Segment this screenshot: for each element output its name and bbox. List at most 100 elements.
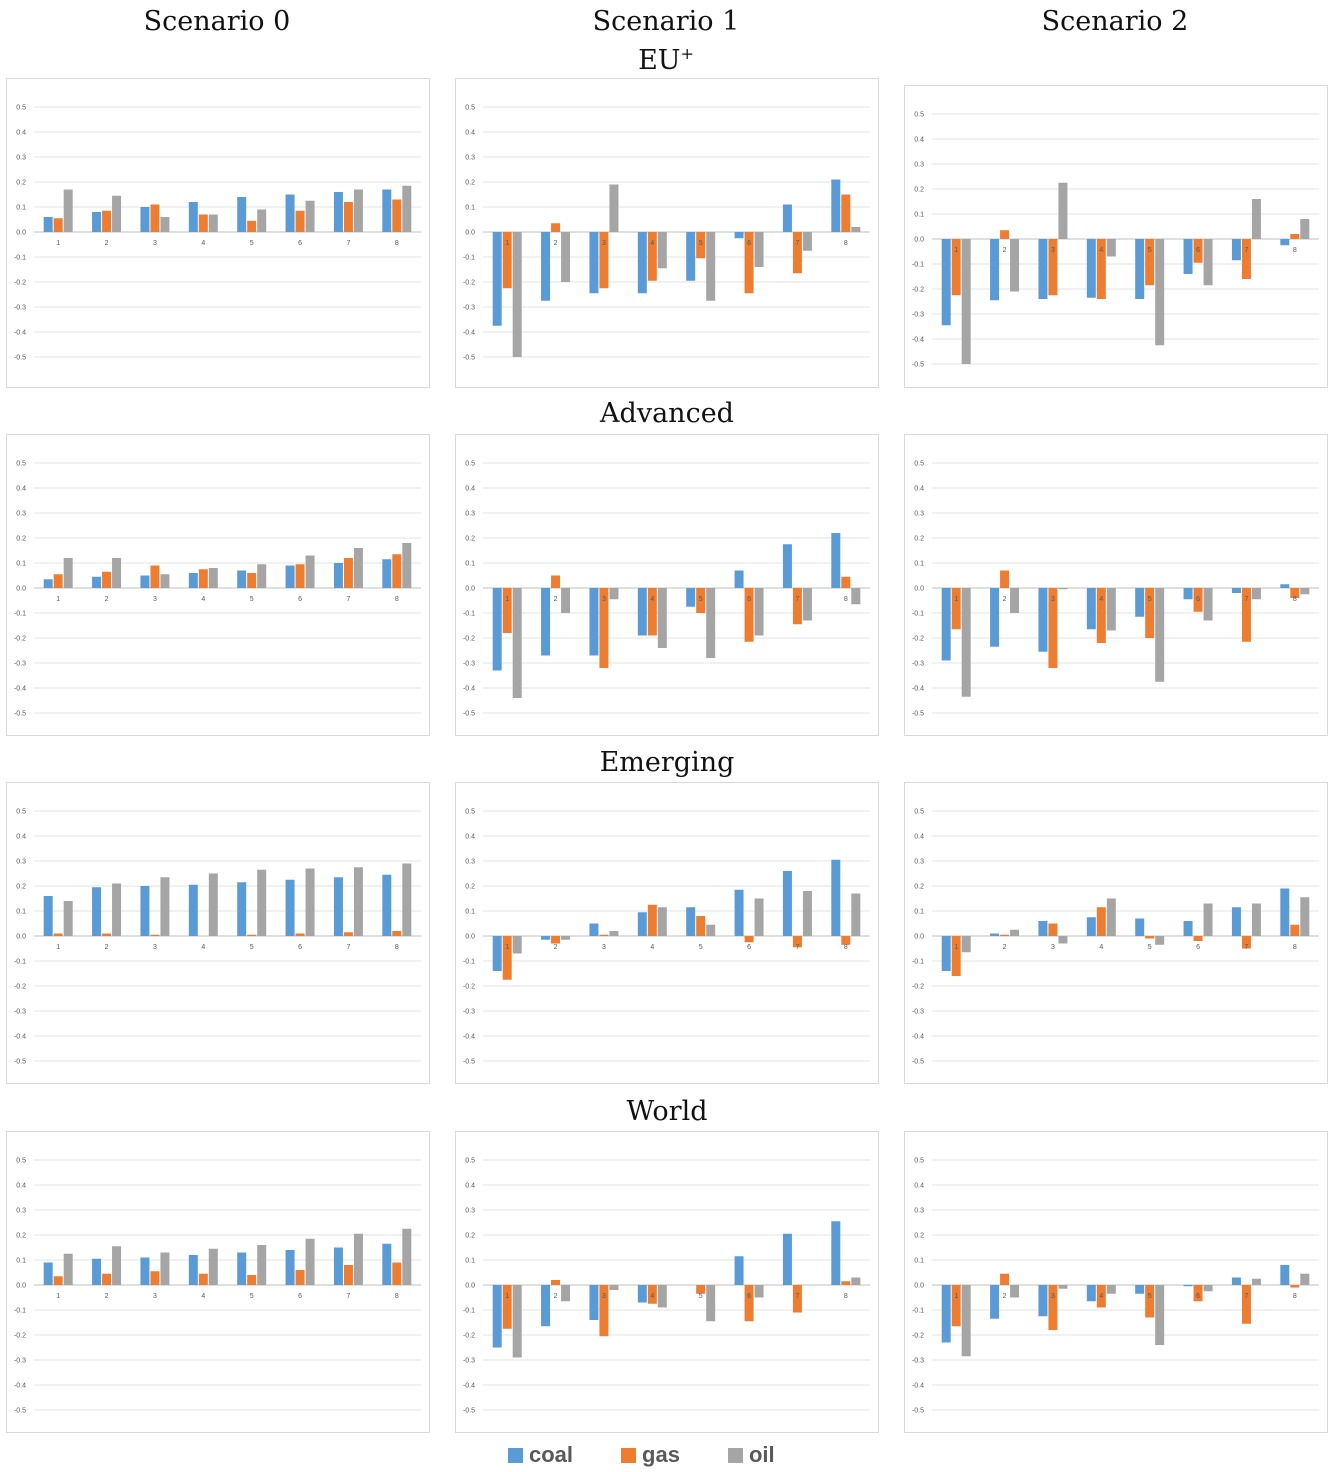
- y-tick-label: -0.5: [14, 1408, 26, 1415]
- x-tick-label: 3: [153, 1293, 157, 1300]
- chart-panel-eu-scenario-1: 0.5 0.4 0.3 0.2 0.1 0.0 -0.1 -0.2 -0.3 -0.4 -0.5 1 2…: [455, 78, 879, 388]
- bar-gas-3: [150, 204, 160, 232]
- y-tick-label: -0.4: [463, 330, 475, 337]
- y-tick-label: 0.2: [465, 1233, 475, 1240]
- x-tick-label: 1: [56, 1293, 60, 1300]
- bar-coal-3: [589, 232, 599, 294]
- x-tick-label: 3: [1051, 596, 1055, 603]
- bar-coal-5: [237, 1252, 247, 1285]
- row-title-world: World: [626, 1096, 708, 1127]
- bar-coal-6: [285, 565, 295, 588]
- y-tick-label: -0.5: [463, 1059, 475, 1066]
- bar-coal-8: [1280, 239, 1290, 246]
- x-tick-label: 3: [602, 596, 606, 603]
- y-tick-label: -0.2: [14, 636, 26, 643]
- y-tick-label: 0.4: [914, 137, 924, 144]
- bar-gas-5: [696, 588, 706, 613]
- x-tick-label: 5: [1148, 596, 1152, 603]
- x-tick-label: 7: [346, 240, 350, 247]
- bar-gas-3: [150, 565, 160, 588]
- x-tick-label: 4: [650, 596, 654, 603]
- x-tick-label: 8: [844, 240, 848, 247]
- bar-coal-3: [1038, 1285, 1048, 1317]
- bar-coal-3: [589, 923, 599, 936]
- bar-coal-4: [1086, 588, 1096, 630]
- x-tick-label: 5: [250, 1293, 254, 1300]
- legend-label-coal: coal: [529, 1442, 574, 1467]
- bar-coal-3: [140, 1257, 150, 1285]
- x-tick-label: 1: [505, 596, 509, 603]
- bar-oil-1: [63, 901, 73, 936]
- y-tick-label: 0.2: [465, 884, 475, 891]
- y-tick-label: 0.5: [914, 809, 924, 816]
- x-tick-label: 5: [699, 240, 703, 247]
- bar-coal-3: [140, 575, 150, 588]
- bar-oil-5: [706, 1285, 716, 1322]
- x-tick-label: 7: [795, 1293, 799, 1300]
- bar-gas-3: [1048, 1285, 1058, 1330]
- y-tick-label: -0.5: [463, 711, 475, 718]
- bar-coal-7: [782, 204, 792, 232]
- y-tick-label: 0.5: [16, 1158, 26, 1165]
- bar-oil-2: [112, 195, 122, 232]
- y-tick-label: -0.4: [912, 1034, 924, 1041]
- legend-item-coal: coal: [508, 1442, 573, 1468]
- bar-oil-4: [208, 214, 218, 232]
- bar-oil-6: [305, 868, 315, 936]
- bar-gas-7: [343, 202, 353, 232]
- y-tick-label: -0.4: [14, 330, 26, 337]
- y-tick-label: 0.3: [465, 511, 475, 518]
- chart-svg: 0.5 0.4 0.3 0.2 0.1 0.0 -0.1 -0.2 -0.3 -0.4 -0.5 1 2…: [14, 105, 421, 362]
- bar-coal-2: [92, 212, 102, 232]
- x-tick-label: 3: [602, 1293, 606, 1300]
- bar-oil-7: [802, 891, 812, 936]
- bar-gas-5: [1145, 1285, 1155, 1318]
- bar-coal-1: [941, 588, 951, 661]
- bar-oil-3: [609, 588, 619, 600]
- y-tick-label: 0.3: [914, 511, 924, 518]
- bar-oil-7: [353, 548, 363, 588]
- x-tick-label: 8: [1293, 596, 1297, 603]
- bar-gas-5: [696, 916, 706, 936]
- y-tick-label: 0.2: [914, 187, 924, 194]
- x-tick-label: 4: [1099, 1293, 1103, 1300]
- bar-coal-4: [637, 232, 647, 294]
- y-tick-label: 0.2: [16, 884, 26, 891]
- x-tick-label: 4: [650, 240, 654, 247]
- x-tick-label: 1: [505, 1293, 509, 1300]
- bar-gas-4: [198, 1273, 208, 1285]
- y-tick-label: 0.4: [16, 834, 26, 841]
- bar-oil-8: [851, 227, 861, 232]
- bar-gas-4: [647, 232, 657, 281]
- bar-oil-1: [512, 1285, 522, 1358]
- bar-coal-1: [492, 936, 502, 971]
- y-tick-label: 0.2: [465, 536, 475, 543]
- x-tick-label: 7: [1244, 944, 1248, 951]
- bar-oil-3: [609, 931, 619, 936]
- x-tick-label: 1: [505, 944, 509, 951]
- bar-coal-5: [686, 588, 696, 607]
- x-tick-label: 1: [505, 240, 509, 247]
- row-title-eu-text: EU: [638, 45, 681, 76]
- bar-gas-5: [696, 1285, 706, 1294]
- x-tick-label: 3: [153, 596, 157, 603]
- row-title-eu-sup: +: [680, 44, 694, 63]
- y-tick-label: -0.4: [912, 337, 924, 344]
- y-tick-label: 0.0: [465, 586, 475, 593]
- chart-svg: 0.5 0.4 0.3 0.2 0.1 0.0 -0.1 -0.2 -0.3 -0.4 -0.5 1 2…: [912, 809, 1319, 1066]
- bar-gas-2: [102, 933, 112, 936]
- bar-oil-2: [561, 936, 571, 940]
- bar-gas-5: [247, 1275, 257, 1285]
- bar-coal-7: [782, 1233, 792, 1285]
- chart-panel-emerging-scenario-1: 0.5 0.4 0.3 0.2 0.1 0.0 -0.1 -0.2 -0.3 -0.4 -0.5 1 2…: [455, 782, 879, 1084]
- x-tick-label: 5: [250, 944, 254, 951]
- bar-coal-4: [1086, 917, 1096, 936]
- bar-gas-7: [1241, 588, 1251, 642]
- bar-oil-7: [1251, 199, 1261, 239]
- bar-coal-2: [92, 1258, 102, 1285]
- x-tick-label: 3: [153, 240, 157, 247]
- bar-oil-8: [1300, 897, 1310, 936]
- bar-gas-6: [744, 588, 754, 642]
- y-tick-label: 0.0: [16, 230, 26, 237]
- x-tick-label: 5: [250, 240, 254, 247]
